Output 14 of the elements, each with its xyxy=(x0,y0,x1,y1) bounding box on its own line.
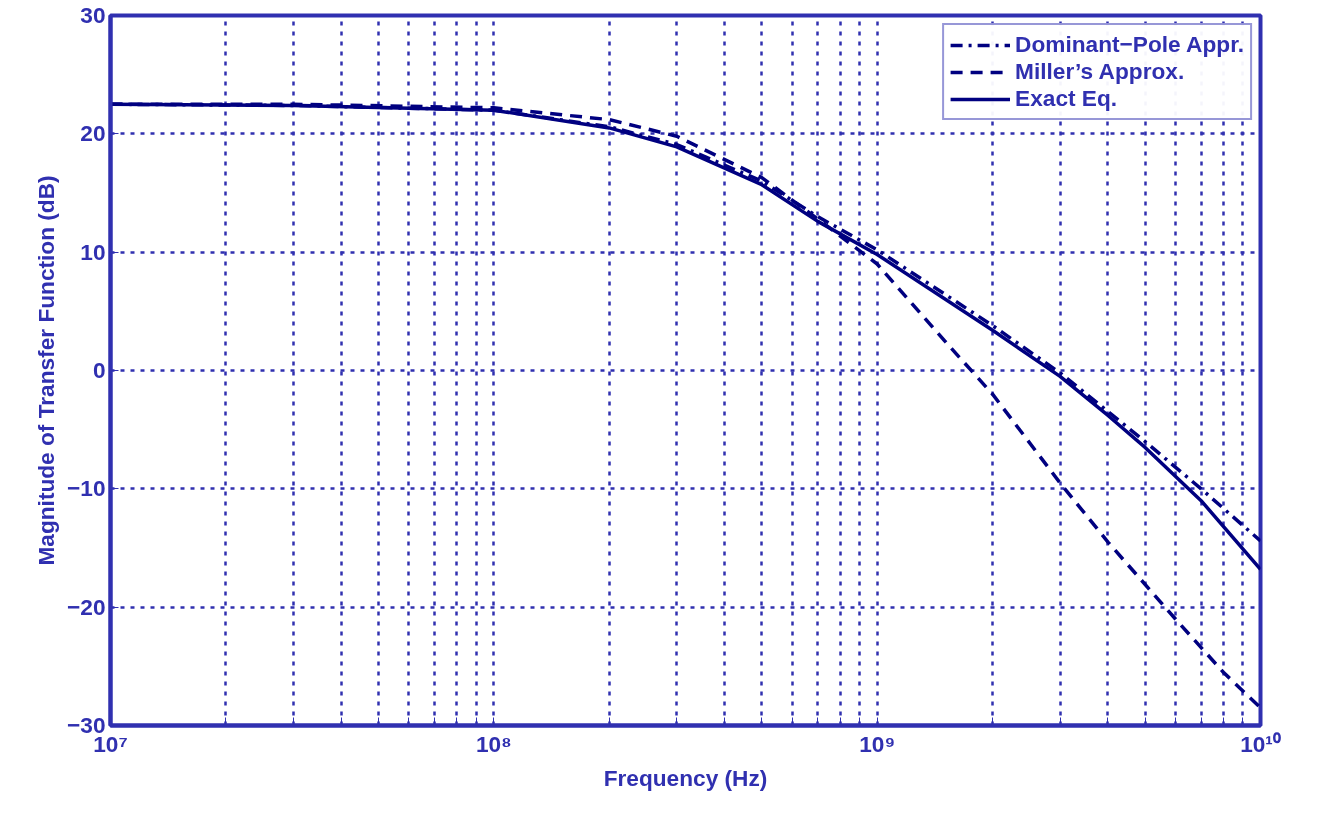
y-tick-label: −20 xyxy=(67,593,106,620)
x-tick-label: 10⁹ xyxy=(859,730,896,757)
y-tick-label: 10 xyxy=(80,238,106,265)
y-tick-label: 30 xyxy=(80,2,106,28)
y-tick-label: −10 xyxy=(67,475,106,502)
x-tick-label: 10⁸ xyxy=(475,730,512,757)
y-axis-title: Magnitude of Transfer Function (dB) xyxy=(33,175,60,566)
legend-label: Dominant−Pole Appr. xyxy=(1015,31,1244,58)
x-tick-label: 10¹⁰ xyxy=(1240,730,1281,757)
x-axis-title: Frequency (Hz) xyxy=(603,764,768,791)
y-tick-label: 20 xyxy=(80,120,106,147)
legend-label: Exact Eq. xyxy=(1015,85,1118,112)
y-tick-label: 0 xyxy=(92,357,106,383)
legend-label: Miller’s Approx. xyxy=(1015,58,1185,85)
